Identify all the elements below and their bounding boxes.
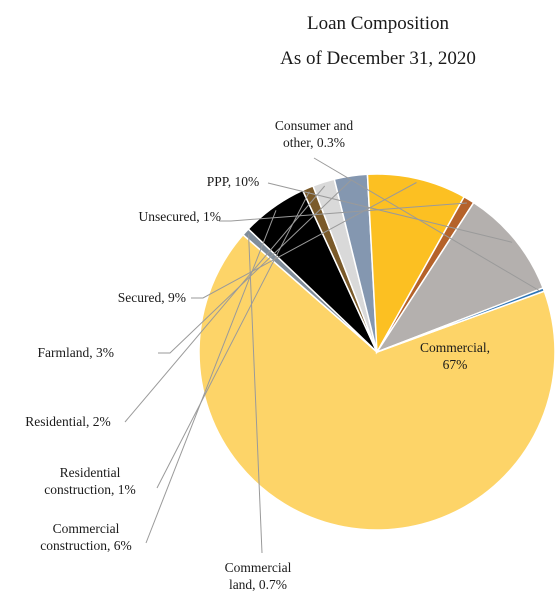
label-commercial-construction: Commercial construction, 6% <box>40 521 131 553</box>
leader-residential-construction <box>156 191 310 489</box>
label-residential-construction: Residential construction, 1% <box>44 465 135 497</box>
slice-secured <box>366 173 466 355</box>
label-unsecured: Unsecured, 1% <box>139 209 221 224</box>
leader-commercial-construction <box>145 210 277 544</box>
label-commercial: Commercial, 67% <box>420 340 490 372</box>
pie-slices <box>198 173 555 531</box>
leader-ppp <box>267 182 513 243</box>
label-residential: Residential, 2% <box>25 414 110 429</box>
leader-farmland <box>158 179 352 354</box>
leader-commercial-land <box>248 234 263 554</box>
leader-secured <box>191 182 417 299</box>
leader-residential <box>124 185 326 423</box>
slice-consumer-and-other <box>376 287 546 353</box>
label-secured: Secured, 9% <box>118 290 186 305</box>
chart-title: Loan Composition <box>307 13 449 34</box>
slice-labels: Commercial, 67% Commercial land, 0.7% Commer… <box>25 118 490 592</box>
chart-subtitle: As of December 31, 2020 <box>280 48 476 69</box>
label-ppp: PPP, 10% <box>207 174 260 189</box>
label-consumer-and-other: Consumer and other, 0.3% <box>275 118 354 150</box>
leader-consumer-and-other <box>313 157 541 292</box>
leader-lines <box>124 157 541 554</box>
leader-unsecured <box>219 202 467 222</box>
label-farmland: Farmland, 3% <box>38 345 115 360</box>
label-commercial-land: Commercial land, 0.7% <box>225 560 292 592</box>
